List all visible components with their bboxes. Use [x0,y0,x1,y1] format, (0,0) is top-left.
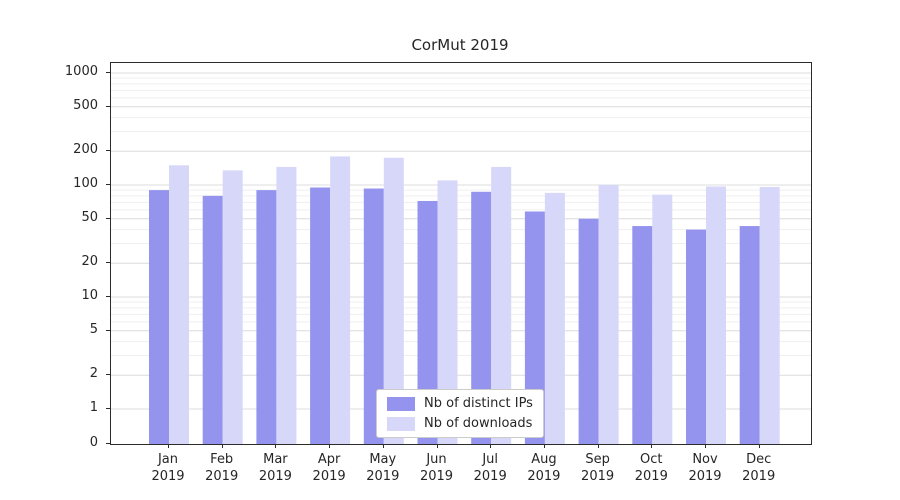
x-tick-label-aug: Aug 2019 [527,452,561,484]
y-tick-label-200: 200 [73,142,98,158]
bar-nb-of-distinct-ips-sep [578,218,599,444]
y-tick-label-0: 0 [89,435,98,450]
bar-nb-of-distinct-ips-jul [471,191,492,444]
bar-nb-of-distinct-ips-dec [739,226,760,444]
legend: Nb of distinct IPs Nb of downloads [376,389,544,438]
y-tick-label-10: 10 [81,288,98,303]
y-tick-label-50: 50 [81,209,98,225]
x-tick-label-sep: Sep 2019 [581,452,615,484]
x-tick-mark [490,444,492,448]
bar-nb-of-distinct-ips-apr [310,187,331,444]
legend-item-distinct-ips: Nb of distinct IPs [387,396,533,411]
x-tick-mark [275,444,277,448]
bar-nb-of-downloads-mar [276,166,297,444]
bar-nb-of-distinct-ips-feb [202,195,223,444]
x-tick-mark [705,444,706,448]
bar-nb-of-downloads-dec [759,186,780,444]
x-tick-mark [436,444,438,448]
bar-nb-of-downloads-sep [598,185,619,444]
y-tick-mark [106,329,110,331]
x-tick-mark [168,444,169,448]
y-tick-label-5: 5 [89,321,98,337]
y-tick-label-1000: 1000 [64,64,98,79]
x-tick-label-oct: Oct 2019 [634,452,668,484]
bar-nb-of-distinct-ips-jan [149,190,169,444]
y-tick-mark [106,296,110,297]
plot-area: Nb of distinct IPs Nb of downloads [110,62,812,445]
bar-nb-of-distinct-ips-aug [524,211,545,444]
x-tick-label-jan: Jan 2019 [151,452,185,484]
y-tick-label-20: 20 [81,254,98,270]
bar-nb-of-downloads-may [383,157,404,444]
x-tick-mark [382,444,384,448]
y-tick-label-1: 1 [89,400,98,415]
bar-nb-of-downloads-jul [491,166,512,444]
bar-nb-of-downloads-nov [706,186,726,444]
legend-label-downloads: Nb of downloads [424,416,533,431]
bar-nb-of-distinct-ips-may [363,188,384,444]
bar-nb-of-downloads-oct [652,194,673,444]
y-tick-mark [106,217,110,219]
y-tick-mark [106,262,110,264]
y-tick-mark [106,150,110,152]
x-tick-label-may: May 2019 [366,452,400,484]
x-tick-label-jul: Jul 2019 [473,452,507,484]
y-tick-mark [106,105,110,107]
x-tick-mark [221,444,223,448]
legend-swatch-distinct-ips [387,396,415,411]
legend-swatch-downloads [387,416,415,431]
x-tick-mark [651,444,653,448]
x-tick-mark [758,444,760,448]
y-tick-label-100: 100 [73,176,98,191]
legend-label-distinct-ips: Nb of distinct IPs [424,396,533,411]
bar-nb-of-distinct-ips-mar [256,190,277,444]
x-tick-label-feb: Feb 2019 [205,452,239,484]
bar-nb-of-distinct-ips-oct [632,226,653,444]
bar-nb-of-downloads-jun [437,180,458,444]
y-tick-mark [106,72,110,73]
x-tick-label-nov: Nov 2019 [688,452,722,484]
bar-nb-of-downloads-apr [330,156,351,444]
x-tick-label-jun: Jun 2019 [419,452,454,484]
x-tick-label-apr: Apr 2019 [312,452,346,484]
y-tick-mark [106,443,110,444]
y-tick-mark [106,184,110,185]
y-tick-mark [106,374,110,376]
y-tick-label-500: 500 [73,97,98,113]
bar-nb-of-distinct-ips-jun [417,200,438,444]
x-tick-label-mar: Mar 2019 [258,452,292,484]
x-tick-label-dec: Dec 2019 [742,452,776,484]
bar-nb-of-downloads-aug [544,192,565,444]
y-tick-label-2: 2 [89,366,98,382]
bar-nb-of-downloads-jan [169,165,189,444]
x-tick-mark [597,444,599,448]
bar-nb-of-downloads-feb [222,170,243,444]
x-tick-mark [329,444,331,448]
x-tick-mark [543,444,545,448]
chart-title: CorMut 2019 [411,36,509,54]
bar-nb-of-distinct-ips-nov [686,229,706,444]
plot-canvas [111,72,811,444]
y-tick-mark [106,408,110,409]
legend-item-downloads: Nb of downloads [387,416,533,431]
